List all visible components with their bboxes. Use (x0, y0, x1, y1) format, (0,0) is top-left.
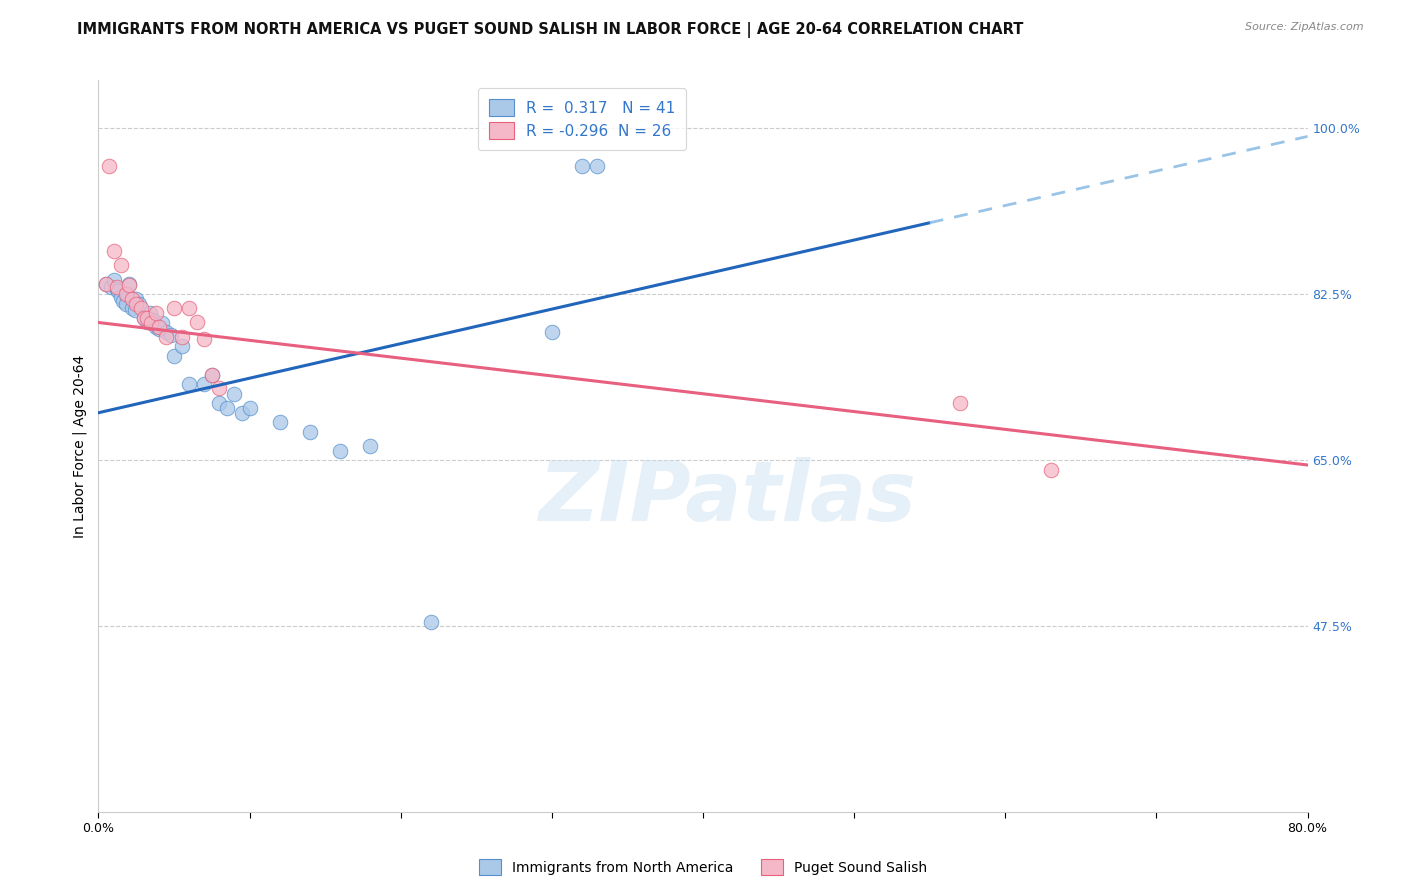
Point (170, 339, 193, 353)
Point (179, 377, 201, 392)
Point (186, 314, 208, 328)
Point (215, 401, 238, 415)
Point (105, 280, 128, 294)
Text: ZIPatlas: ZIPatlas (538, 457, 917, 538)
Point (129, 301, 152, 316)
Point (118, 277, 141, 292)
Y-axis label: In Labor Force | Age 20-64: In Labor Force | Age 20-64 (73, 354, 87, 538)
Point (103, 273, 125, 287)
Point (163, 349, 186, 363)
Point (111, 293, 134, 308)
Point (155, 325, 177, 339)
Point (148, 320, 170, 334)
Legend: Immigrants from North America, Puget Sound Salish: Immigrants from North America, Puget Sou… (472, 854, 934, 880)
Point (110, 258, 132, 272)
Point (94, 277, 117, 291)
Point (114, 287, 136, 301)
Point (360, 439, 382, 453)
Point (540, 325, 562, 339)
Point (420, 615, 443, 629)
Point (239, 401, 262, 415)
Point (98, 159, 121, 173)
Point (231, 406, 253, 420)
Point (94, 277, 117, 291)
Point (142, 312, 165, 326)
Point (110, 290, 132, 304)
Text: Source: ZipAtlas.com: Source: ZipAtlas.com (1246, 22, 1364, 32)
Point (201, 368, 224, 382)
Point (949, 396, 972, 410)
Point (193, 377, 215, 392)
Point (193, 332, 215, 346)
Point (329, 443, 352, 458)
Point (103, 244, 125, 259)
Point (179, 301, 201, 316)
Point (132, 310, 155, 325)
Point (586, 159, 609, 173)
Point (269, 415, 291, 429)
Point (141, 317, 163, 331)
Point (114, 297, 136, 311)
Point (100, 280, 122, 294)
Point (135, 310, 157, 325)
Point (170, 330, 193, 344)
Point (115, 287, 138, 301)
Point (145, 320, 167, 334)
Point (121, 301, 143, 316)
Point (224, 386, 246, 401)
Point (121, 292, 143, 306)
Point (139, 306, 162, 320)
Point (118, 277, 141, 291)
Point (155, 330, 177, 344)
Point (299, 425, 322, 439)
Point (163, 301, 186, 316)
Point (125, 292, 148, 306)
Point (125, 297, 148, 311)
Point (145, 306, 167, 320)
Point (124, 303, 146, 318)
Point (150, 316, 173, 330)
Point (201, 368, 224, 382)
Point (1039, 463, 1062, 477)
Point (128, 296, 150, 310)
Point (135, 314, 157, 328)
Point (571, 159, 593, 173)
Legend: R =  0.317   N = 41, R = -0.296  N = 26: R = 0.317 N = 41, R = -0.296 N = 26 (478, 88, 686, 150)
Point (105, 282, 128, 296)
Point (148, 322, 170, 336)
Point (208, 381, 231, 395)
Text: IMMIGRANTS FROM NORTH AMERICA VS PUGET SOUND SALISH IN LABOR FORCE | AGE 20-64 C: IMMIGRANTS FROM NORTH AMERICA VS PUGET S… (77, 22, 1024, 38)
Point (132, 310, 155, 325)
Point (160, 327, 183, 342)
Point (208, 396, 231, 410)
Point (107, 284, 129, 298)
